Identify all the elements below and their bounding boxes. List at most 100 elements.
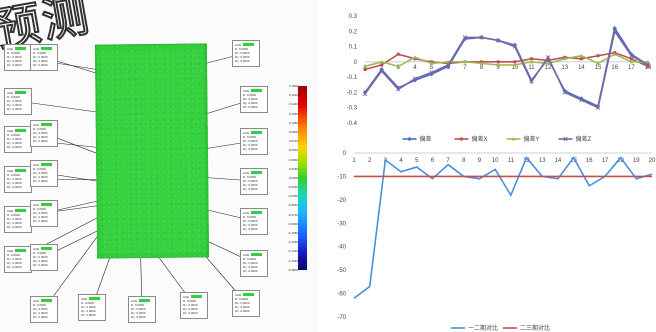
label-title: ACE <box>235 292 242 297</box>
data-point-marker <box>562 90 567 95</box>
label-value-row: Dy: 0.0000 <box>235 55 250 59</box>
label-value-row: Dy: 0.0000 <box>7 181 22 185</box>
label-value-row: Dx: 0.0000 <box>243 139 258 143</box>
label-value-row: D: 0.0000 <box>235 297 249 301</box>
label-value-row: D: 0.0000 <box>243 135 257 139</box>
label-value-row: D: 0.0000 <box>7 173 21 177</box>
label-value-row: D: 0.0000 <box>33 251 47 255</box>
legend-label: 偏差 <box>420 135 432 143</box>
data-point-marker <box>396 87 401 92</box>
data-point-marker <box>412 76 418 81</box>
colorbar-tick-label: -0.1440 <box>287 249 298 254</box>
label-title: ACE <box>33 298 40 303</box>
x-tick-label: 16 <box>611 65 618 71</box>
label-value-row: Dz: 0.0000 <box>243 269 258 273</box>
label-value-row: Dx: 0.0000 <box>33 55 48 59</box>
measurement-point-label[interactable]: ACE D: 0.0000 Dx: 0.0000 Dy: 0.0000 Dz: 0.00… <box>4 88 32 115</box>
label-value-row: D: 0.0000 <box>33 207 47 211</box>
label-header: ACE <box>235 42 257 47</box>
measurement-point-label[interactable]: ACE D: 0.0000 Dx: 0.0000 Dy: 0.0000 Dz: 0.00… <box>128 296 156 323</box>
label-color-tag <box>15 91 27 94</box>
x-tick-label: 8 <box>480 65 484 71</box>
deviation-chart: 0.30.20.10-0.1-0.2-0.3-0.412345678910111… <box>347 14 652 143</box>
label-header: ACE <box>243 130 265 135</box>
data-point-marker <box>529 79 534 84</box>
data-point-marker <box>462 35 468 40</box>
label-value-row: Dz: 0.0000 <box>7 107 22 111</box>
x-tick-label: 14 <box>578 65 585 71</box>
label-title: ACE <box>7 46 14 51</box>
label-value-row: D: 0.0000 <box>33 51 47 55</box>
measurement-point-label[interactable]: ACE D: 0.0000 Dx: 0.0000 Dy: 0.0000 Dz: 0.00… <box>240 250 268 277</box>
measurement-point-label[interactable]: ACE D: 0.0000 Dx: 0.0000 Dy: 0.0000 Dz: 0.00… <box>240 86 268 113</box>
label-color-tag <box>251 89 263 92</box>
measurement-point-label[interactable]: ACE D: 0.0000 Dx: 0.0000 Dy: 0.0000 Dz: 0.00… <box>30 160 58 187</box>
data-point-marker <box>645 62 651 68</box>
label-color-tag <box>41 163 53 166</box>
measurement-point-label[interactable]: ACE D: 0.0000 Dx: 0.0000 Dy: 0.0000 Dz: 0.00… <box>4 246 32 273</box>
x-tick-label: 15 <box>595 65 602 71</box>
colorbar-tick-label: 0.1620 <box>288 93 298 98</box>
data-point-marker <box>407 136 412 142</box>
charts-panel: 0.30.20.10-0.1-0.2-0.3-0.412345678910111… <box>318 0 656 332</box>
colorbar-tick-label: -0.0540 <box>287 203 298 208</box>
y-tick-label: 0 <box>343 151 347 157</box>
measurement-point-label[interactable]: ACE D: 0.0000 Dx: 0.0000 Dy: 0.0000 Dz: 0.00… <box>30 244 58 271</box>
label-value-row: D: 0.0000 <box>7 51 21 55</box>
label-value-row: D: 0.0000 <box>33 167 47 171</box>
data-point-marker <box>629 57 633 61</box>
x-tick-label: 4 <box>413 65 417 71</box>
y-tick-label: 0.3 <box>349 14 358 20</box>
measurement-point-label[interactable]: ACE D: 0.0000 Dx: 0.0000 Dy: 0.0000 Dz: 0.00… <box>240 168 268 195</box>
measurement-point-label[interactable]: ACE D: 0.0000 Dx: 0.0000 Dy: 0.0000 Dz: 0.00… <box>4 166 32 193</box>
label-value-row: Dz: 0.0000 <box>243 147 258 151</box>
data-point-marker <box>512 44 517 49</box>
label-value-row: Dx: 0.0000 <box>33 307 48 311</box>
measurement-point-label[interactable]: ACE D: 0.0000 Dx: 0.0000 Dy: 0.0000 Dz: 0.00… <box>4 44 32 71</box>
label-title: ACE <box>243 88 250 93</box>
label-value-row: D: 0.0000 <box>7 253 21 257</box>
label-color-tag <box>15 169 27 172</box>
x-tick-label: 7 <box>463 65 467 71</box>
measurement-point-label[interactable]: ACE D: 0.0000 Dx: 0.0000 Dy: 0.0000 Dz: 0.00… <box>240 128 268 155</box>
colorbar-tick-label: -0.0900 <box>287 221 298 226</box>
measurement-point-label[interactable]: ACE D: 0.0000 Dx: 0.0000 Dy: 0.0000 Dz: 0.00… <box>240 208 268 235</box>
colorbar-tick-label: 0.0900 <box>288 129 298 134</box>
label-header: ACE <box>7 208 29 213</box>
x-tick-label: 17 <box>602 158 609 164</box>
measurement-point-label[interactable]: ACE D: 0.0000 Dx: 0.0000 Dy: 0.0000 Dz: 0.00… <box>4 126 32 153</box>
x-tick-label: 13 <box>561 65 568 71</box>
colorbar-labels: 0.1800 0.1620 0.1440 0.1260 0.1080 0.0900 0.07… <box>286 84 298 272</box>
measurement-point-label[interactable]: ACE D: 0.0000 Dx: 0.0000 Dy: 0.0000 Dz: 0.00… <box>30 44 58 71</box>
measurement-point-label[interactable]: ACE D: 0.0000 Dx: 0.0000 Dy: 0.0000 Dz: 0.00… <box>180 292 208 319</box>
measurement-point-label[interactable]: ACE D: 0.0000 Dx: 0.0000 Dy: 0.0000 Dz: 0.00… <box>30 200 58 227</box>
y-tick-label: 0.1 <box>349 45 358 51</box>
label-color-tag <box>41 203 53 206</box>
label-value-row: Dy: 0.0000 <box>33 215 48 219</box>
x-tick-label: 19 <box>633 158 640 164</box>
measurement-point-label[interactable]: ACE D: 0.0000 Dx: 0.0000 Dy: 0.0000 Dz: 0.00… <box>30 296 58 323</box>
label-value-row: Dy: 0.0000 <box>81 309 96 313</box>
measurement-point-label[interactable]: ACE D: 0.0000 Dx: 0.0000 Dy: 0.0000 Dz: 0.00… <box>232 290 260 317</box>
label-header: ACE <box>131 298 153 303</box>
label-value-row: Dz: 0.0000 <box>7 185 22 189</box>
label-color-tag <box>191 295 203 298</box>
label-color-tag <box>15 129 27 132</box>
data-point-marker <box>596 54 600 58</box>
measurement-point-label[interactable]: ACE D: 0.0000 Dx: 0.0000 Dy: 0.0000 Dz: 0.00… <box>30 120 58 147</box>
measurement-point-label[interactable]: ACE D: 0.0000 Dx: 0.0000 Dy: 0.0000 Dz: 0.00… <box>4 206 32 233</box>
label-value-row: D: 0.0000 <box>243 215 257 219</box>
label-color-tag <box>15 209 27 212</box>
data-point-marker <box>429 61 434 65</box>
measurement-point-label[interactable]: ACE D: 0.0000 Dx: 0.0000 Dy: 0.0000 Dz: 0.00… <box>78 294 106 321</box>
measurement-point-label[interactable]: ACE D: 0.0000 Dx: 0.0000 Dy: 0.0000 Dz: 0.00… <box>232 40 260 67</box>
label-title: ACE <box>7 208 14 213</box>
deformation-panel: 预测 ACE D: 0.0000 Dx: 0.0000 Dy: 0.0000 Dz: 0… <box>0 0 318 332</box>
label-title: ACE <box>81 296 88 301</box>
series-line <box>364 26 649 108</box>
colorbar-tick-label: -0.0360 <box>287 194 298 199</box>
label-header: ACE <box>81 296 103 301</box>
x-tick-label: 11 <box>508 158 515 164</box>
label-value-row: Dy: 0.0000 <box>33 59 48 63</box>
data-point-marker <box>545 55 551 60</box>
